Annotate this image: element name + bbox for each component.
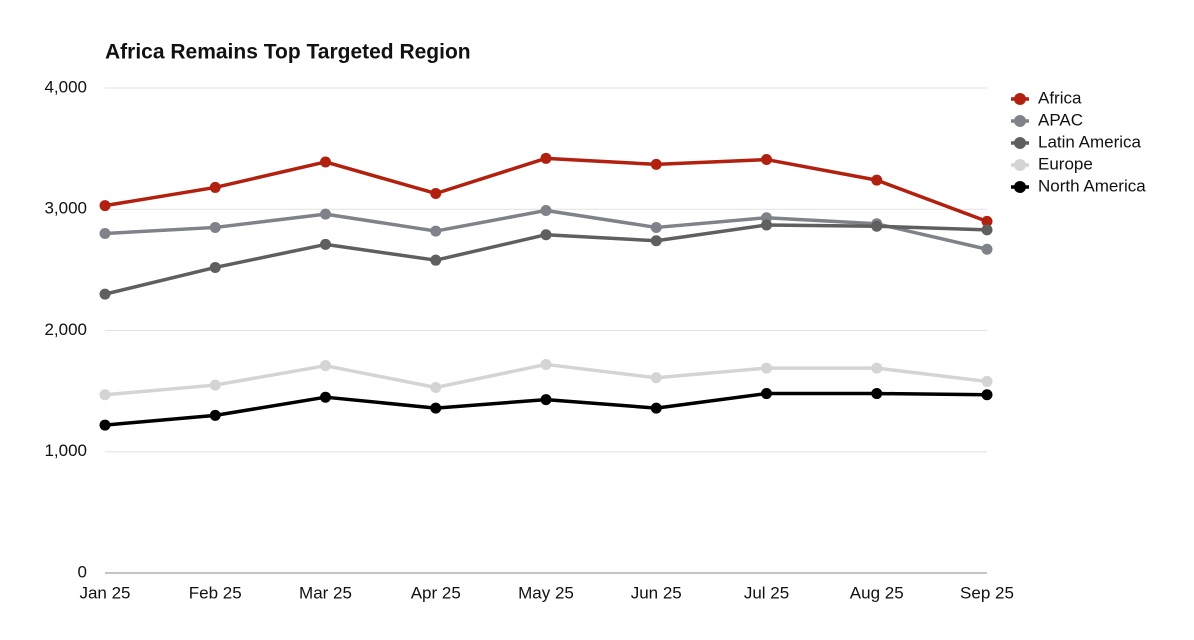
data-point: [99, 419, 111, 431]
data-point: [209, 379, 221, 391]
data-point: [981, 389, 993, 401]
chart-title: Africa Remains Top Targeted Region: [105, 41, 471, 64]
data-point: [871, 388, 883, 400]
legend-label: APAC: [1038, 110, 1083, 129]
data-point: [761, 219, 772, 231]
data-point: [981, 375, 993, 387]
data-point: [871, 362, 883, 374]
data-point: [981, 224, 993, 236]
data-point: [320, 156, 331, 168]
data-point: [99, 228, 111, 239]
y-tick-label: 0: [78, 562, 87, 581]
data-point: [981, 215, 993, 227]
legend-label: Africa: [1038, 88, 1082, 107]
legend-swatch: [1014, 159, 1026, 171]
data-point: [650, 221, 662, 233]
data-point: [871, 174, 883, 186]
x-tick-label: Jul 25: [744, 583, 789, 602]
legend-swatch: [1014, 93, 1026, 105]
x-tick-label: Apr 25: [411, 583, 461, 602]
data-point: [650, 372, 662, 384]
x-tick-label: Jun 25: [631, 583, 682, 602]
data-point: [540, 358, 552, 370]
data-point: [209, 221, 221, 233]
data-point: [430, 381, 442, 393]
data-point: [761, 388, 772, 400]
data-point: [320, 360, 331, 372]
data-point: [430, 254, 442, 266]
data-point: [209, 261, 221, 273]
y-tick-label: 1,000: [44, 441, 87, 460]
data-point: [540, 229, 552, 241]
data-point: [650, 402, 662, 414]
data-point: [761, 154, 772, 166]
data-point: [430, 187, 442, 199]
data-point: [761, 362, 772, 374]
y-tick-label: 3,000: [44, 199, 87, 218]
data-point: [320, 391, 331, 403]
data-point: [981, 243, 993, 255]
legend-swatch: [1014, 115, 1026, 127]
data-point: [430, 225, 442, 237]
data-point: [871, 220, 883, 232]
data-point: [650, 158, 662, 170]
data-point: [320, 208, 331, 220]
legend-label: Europe: [1038, 154, 1093, 173]
x-tick-label: Aug 25: [850, 583, 904, 602]
data-point: [99, 389, 111, 401]
legend-swatch: [1014, 181, 1026, 193]
legend-swatch: [1014, 137, 1026, 149]
data-point: [209, 409, 221, 421]
x-tick-label: May 25: [518, 583, 574, 602]
legend-label: North America: [1038, 176, 1146, 195]
data-point: [540, 394, 552, 406]
data-point: [99, 200, 111, 212]
x-tick-label: Feb 25: [189, 583, 242, 602]
data-point: [540, 152, 552, 164]
x-tick-label: Sep 25: [960, 583, 1014, 602]
y-tick-label: 4,000: [44, 77, 87, 96]
legend-label: Latin America: [1038, 132, 1142, 151]
data-point: [650, 235, 662, 247]
x-tick-label: Mar 25: [299, 583, 352, 602]
data-point: [99, 288, 111, 300]
data-point: [430, 402, 442, 414]
y-tick-label: 2,000: [44, 320, 87, 339]
x-tick-label: Jan 25: [79, 583, 130, 602]
data-point: [540, 204, 552, 216]
data-point: [320, 238, 331, 250]
data-point: [209, 181, 221, 193]
